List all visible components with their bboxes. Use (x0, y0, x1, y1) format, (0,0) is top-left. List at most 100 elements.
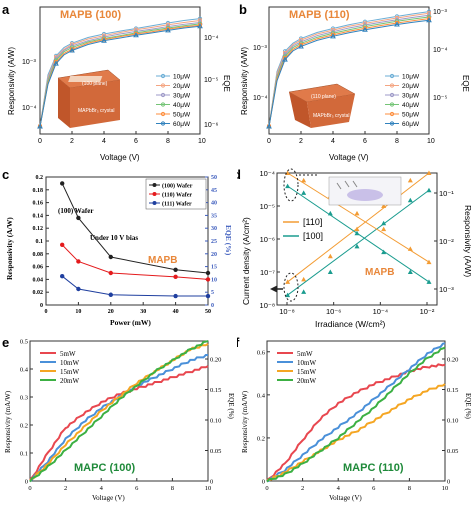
y2tick-d-0: 10⁻¹ (439, 189, 454, 198)
xtick-c-5: 50 (205, 309, 211, 315)
panel-letter-e: e (2, 335, 9, 350)
panel-e: e MAPC (100) Responsivity (mA/W) EQE (%)… (0, 333, 237, 503)
data-point-d-2-3 (354, 210, 360, 216)
legend-f-2: 15mW (297, 368, 316, 376)
data-point-d-3-6 (426, 279, 432, 284)
y2label-c: EQE (%) (224, 225, 233, 256)
data-point-a-5-6 (101, 37, 107, 43)
ytick-f-2: 0.4 (257, 392, 266, 399)
data-point-b-5-6 (330, 33, 336, 39)
xlabel-d: Irradiance (W/cm²) (315, 319, 386, 329)
series-line-e-2 (29, 342, 209, 482)
data-point-d-0-5 (407, 177, 413, 183)
legend-f-0: 5mW (297, 350, 313, 358)
y2tick-f-1: 0.05 (447, 448, 458, 455)
y2tick-f-3: 0.15 (447, 387, 458, 394)
xtick-e-1: 2 (64, 485, 67, 492)
xtick-e-3: 6 (135, 485, 139, 492)
xlabel-c: Power (mW) (110, 318, 151, 327)
y2tick-d-2: 10⁻³ (439, 285, 454, 294)
ylabel-e: Responsivity (mA/W) (4, 390, 12, 453)
data-point-c-0-2 (108, 254, 114, 260)
data-point-d-1-0 (285, 292, 291, 298)
legend-c-2: (111) Wafer (162, 201, 192, 208)
xtick-d-0: 10⁻⁸ (279, 307, 294, 316)
data-point-c-2-3 (173, 293, 178, 299)
data-point-d-0-2 (327, 253, 333, 259)
data-point-d-1-2 (327, 269, 333, 274)
xtick-c-2: 20 (108, 309, 114, 315)
ytick-b-1: 10⁻⁴ (253, 95, 268, 102)
legend-d: [110] [100] (283, 217, 323, 241)
xtick-f-3: 6 (372, 485, 376, 492)
chart-b: b MAPB (110) Responsivity (A/W) EQE Volt… (239, 2, 470, 162)
axes-f: 0 0.2 0.4 0.6 0 0.05 0.10 0.15 0.20 0 2 4 6 8 10 (257, 349, 459, 492)
legend-e-0: 5mW (60, 350, 76, 358)
legend-e-2: 15mW (60, 368, 79, 376)
legend-a: 10μW 20μW 30μW 40μW 50μW 60μW (156, 74, 191, 128)
y2tick-a-0: 10⁻⁴ (204, 35, 219, 42)
xtick-c-3: 30 (140, 309, 146, 315)
series-line-f-3 (266, 346, 446, 483)
legend-b-1: 20μW (402, 83, 420, 90)
y2tick-b-2: 10⁻⁵ (433, 95, 447, 102)
xtick-f-4: 8 (408, 485, 411, 492)
data-point-c-2-1 (76, 286, 81, 292)
plot-f (266, 342, 446, 483)
data-point-a-5-0 (37, 123, 43, 129)
legend-e: 5mW 10mW 15mW 20mW (40, 350, 79, 385)
series-line-a-5 (39, 25, 201, 127)
y2tick-b-1: 10⁻⁴ (433, 47, 448, 54)
panel-letter-d: d (237, 167, 241, 182)
ylabel-c: Responsivity (A/W) (5, 217, 14, 280)
ytick-c-3: 0.06 (33, 265, 44, 271)
data-point-c-1-3 (173, 274, 178, 280)
data-point-c-1-4 (205, 277, 211, 282)
data-point-c-1-0 (60, 242, 65, 248)
legend-f: 5mW 10mW 15mW 20mW (277, 350, 316, 385)
data-point-d-2-5 (407, 246, 413, 251)
ytick-c-6: 0.12 (33, 226, 44, 232)
xtick-a-5: 10 (198, 138, 206, 145)
crystal-a-top: (100 plane) (82, 81, 108, 87)
series-line-f-2 (266, 383, 446, 482)
xtick-e-5: 10 (205, 485, 212, 492)
legend-a-4: 50μW (173, 112, 191, 119)
data-point-a-5-2 (53, 60, 59, 66)
ylabel-d: Current density (A/cm²) (241, 217, 251, 305)
ytick-b-0: 10⁻³ (253, 45, 267, 52)
series-group-a (37, 16, 203, 129)
ytick-a-1: 10⁻⁴ (22, 105, 37, 112)
legend-d-1: [100] (303, 231, 323, 241)
data-point-c-0-1 (76, 215, 81, 221)
data-point-a-5-8 (133, 32, 139, 38)
fit-line-d-1 (287, 189, 430, 296)
axes-c: 0 0.02 0.04 0.06 0.08 0.1 0.12 0.14 0.16 0.18 0.2 0… (33, 175, 218, 315)
xtick-f-0: 0 (265, 485, 268, 492)
legend-a-5: 60μW (173, 121, 191, 128)
data-point-a-5-10 (165, 27, 171, 33)
chart-label-c: MAPB (148, 255, 177, 266)
y2tick-e-4: 0.20 (210, 357, 221, 364)
y2tick-b-0: 10⁻³ (433, 9, 447, 16)
legend-marker-a-2 (160, 92, 166, 98)
legend-c-0: (100) Wafer (162, 183, 193, 190)
device-inset (328, 176, 402, 206)
ytick-d-4: 10⁻⁸ (260, 301, 275, 310)
xtick-f-5: 10 (442, 485, 449, 492)
y2tick-c-9: 45 (211, 188, 217, 194)
series-group-b (266, 9, 432, 129)
crystal-a: (100 plane) MAPbBr₃ crystal (57, 69, 121, 128)
legend-b-0: 10μW (402, 74, 420, 81)
legend-e-3: 20mW (60, 377, 79, 385)
xtick-e-0: 0 (28, 485, 31, 492)
panel-letter-a: a (2, 2, 10, 17)
data-point-c-1-1 (76, 259, 81, 264)
data-point-d-0-4 (381, 203, 387, 208)
data-point-d-0-1 (301, 276, 307, 282)
y2label-e: EQE (%) (227, 393, 235, 420)
plot-c (60, 181, 211, 299)
y2tick-c-3: 15 (211, 265, 217, 271)
legend-a-0: 10μW (173, 74, 191, 81)
xlabel-b: Voltage (V) (329, 153, 369, 162)
